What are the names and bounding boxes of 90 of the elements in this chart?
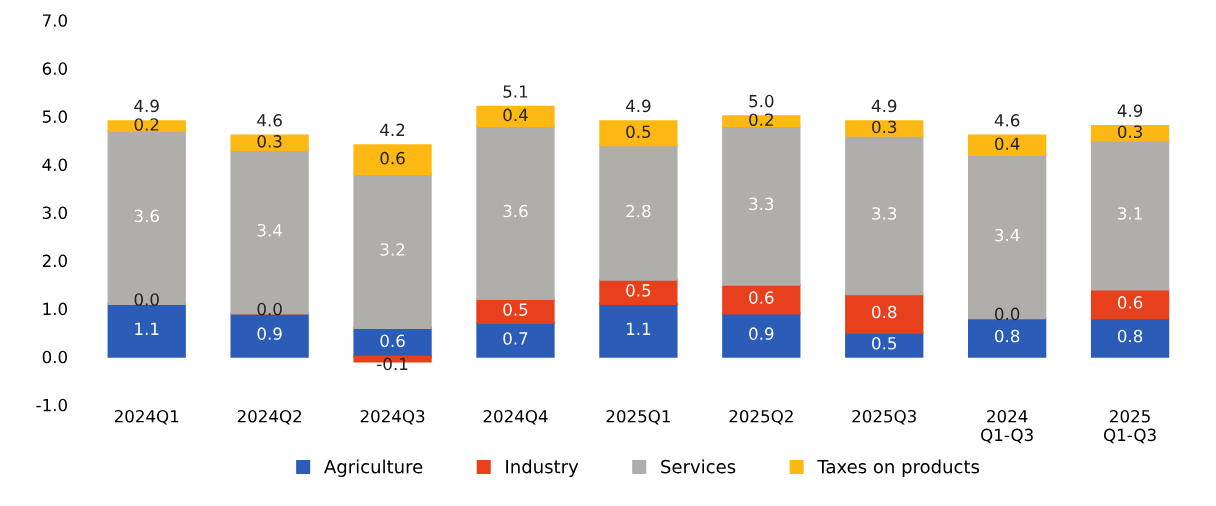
data-label: 0.5 [872, 336, 897, 350]
data-label: 3.1 [1118, 207, 1142, 220]
bar [107, 129, 186, 305]
data-label: 0.4 [503, 108, 528, 122]
total-label: 4.6 [994, 114, 1020, 127]
total-label: 4.9 [871, 99, 897, 113]
y-tick-label: 5.0 [42, 110, 67, 123]
x-tick-label: 2025Q3 [852, 409, 916, 425]
data-label: 1.1 [626, 322, 651, 335]
data-label: 0.4 [995, 137, 1020, 151]
data-label: 0.9 [257, 327, 282, 340]
bar [599, 144, 678, 281]
bar [476, 124, 555, 301]
bar [230, 148, 309, 315]
data-label: 0.2 [134, 118, 159, 131]
data-label: 3.3 [872, 207, 897, 220]
x-tick-label: 2024 Q1-Q3 [981, 409, 1033, 444]
data-label: 0.8 [872, 305, 897, 319]
bar [968, 153, 1047, 320]
y-tick-label: 0.0 [42, 350, 67, 364]
total-label: 4.2 [380, 123, 405, 136]
total-label: 5.0 [749, 94, 774, 108]
y-tick-label: -1.0 [36, 398, 67, 412]
total-label: 5.1 [503, 85, 528, 98]
legend-label: Agriculture [324, 459, 423, 477]
data-label: 3.6 [503, 204, 528, 218]
x-tick-label: 2025Q1 [606, 409, 670, 425]
data-label: 0.5 [503, 303, 528, 316]
bar [476, 105, 555, 128]
data-label: 0.6 [1117, 296, 1143, 309]
bar [230, 134, 309, 152]
data-label: 0.0 [257, 302, 282, 316]
data-label: 0.0 [995, 307, 1020, 321]
x-tick-label: 2024Q3 [360, 409, 425, 425]
data-label: 0.9 [749, 327, 774, 340]
data-label: 2.8 [626, 204, 651, 218]
bar [845, 120, 924, 137]
bar [722, 115, 801, 128]
legend-label: Industry [506, 459, 579, 477]
data-label: 3.4 [257, 223, 282, 237]
total-label: 4.6 [257, 114, 282, 127]
x-tick-label: 2024Q1 [114, 409, 179, 425]
data-label: 0.3 [872, 120, 897, 134]
data-label: 3.2 [380, 243, 405, 256]
bar [107, 120, 186, 132]
data-label: 3.6 [134, 209, 159, 223]
bar [722, 283, 801, 315]
bar [968, 134, 1047, 156]
data-label: 0.3 [257, 135, 282, 148]
bar [845, 134, 924, 296]
x-tick-label: 2025 Q1-Q3 [1103, 409, 1156, 444]
data-label: 0.7 [503, 332, 528, 345]
data-label: 3.3 [749, 197, 774, 211]
total-label: 4.9 [625, 99, 651, 113]
total-label: 4.9 [1117, 104, 1143, 117]
bar [845, 293, 924, 334]
y-tick-label: 3.0 [42, 206, 67, 220]
y-tick-label: 4.0 [42, 158, 67, 172]
x-tick-label: 2025Q2 [729, 409, 793, 425]
data-label: 0.8 [995, 329, 1020, 343]
y-tick-label: 7.0 [42, 14, 67, 27]
data-label: 0.5 [626, 284, 651, 297]
data-label: 1.1 [135, 322, 159, 335]
data-label: 0.0 [134, 293, 159, 306]
x-tick-label: 2024Q4 [483, 409, 548, 425]
data-label: 0.6 [380, 151, 405, 165]
legend-label: Services [661, 459, 736, 474]
y-tick-label: 2.0 [42, 254, 67, 268]
bar [1090, 139, 1170, 291]
data-label: 0.6 [749, 291, 774, 304]
bar [1090, 317, 1170, 358]
y-tick-label: 6.0 [42, 62, 67, 75]
bar [722, 312, 801, 358]
bar [353, 173, 432, 329]
bar [1090, 124, 1170, 142]
total-label: 4.9 [134, 99, 159, 113]
data-label: 0.8 [1117, 329, 1143, 343]
bar [599, 120, 678, 147]
legend-label: Taxes on products [817, 459, 980, 477]
bar [476, 322, 555, 358]
data-label: 0.6 [380, 334, 405, 348]
data-label: 0.3 [1117, 125, 1142, 139]
bar [353, 144, 432, 176]
bar [722, 124, 801, 286]
data-label: 0.5 [626, 125, 651, 139]
bar [599, 302, 678, 358]
data-label: 3.4 [995, 228, 1020, 242]
x-tick-label: 2024Q2 [237, 409, 302, 425]
y-tick-label: 1.0 [43, 302, 67, 316]
data-label: 0.2 [749, 113, 773, 127]
